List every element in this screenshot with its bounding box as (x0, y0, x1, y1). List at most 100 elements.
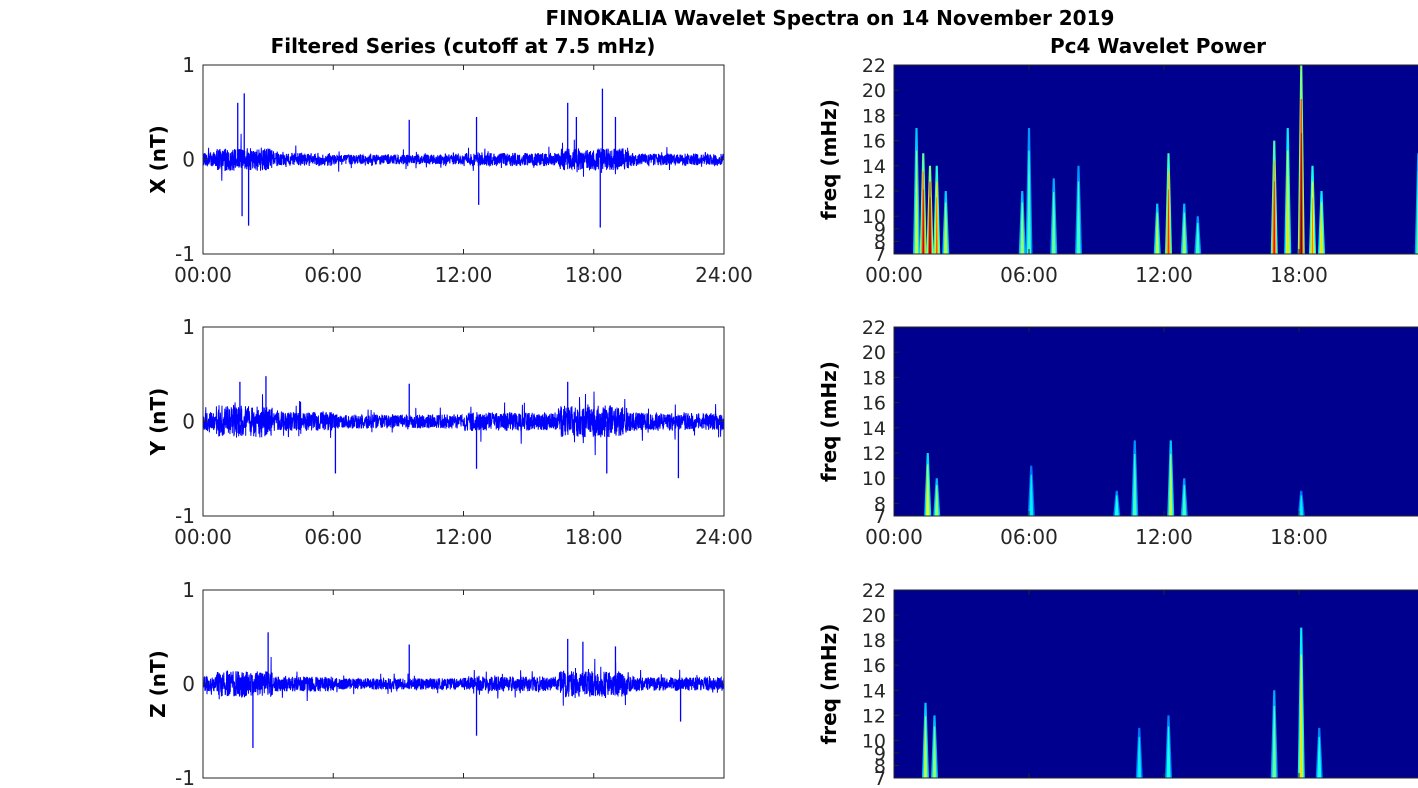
z-wavelet-power-streak (933, 737, 936, 778)
x-series-line (203, 133, 724, 181)
z-series-panel: -1 0 1 Z (nT) (146, 578, 725, 788)
y-x-tick-label: 00:00 (865, 525, 923, 549)
x-wavelet-power-streak (1286, 173, 1289, 254)
x-x-tick-label: 00:00 (865, 263, 923, 287)
x-x-tick-label: 18:00 (1270, 263, 1328, 287)
x-y-tick-label: 9 (874, 219, 886, 241)
y-y-tick-label: 7 (874, 506, 886, 528)
y-y-tick-label: 12 (862, 443, 886, 465)
x-series-panel: -1 0 1 00:00 06:00 12:00 18:00 24:00 X (nT) (146, 53, 753, 287)
y-wavelet-power-streak (1300, 499, 1303, 516)
y-series-panel: -1 0 1 00:00 06:00 12:00 18:00 24:00 Y (nT) (146, 315, 753, 549)
y-y-tick-label: 22 (862, 317, 886, 339)
y-wavelet-background (894, 327, 1418, 516)
x-y-tick-label: 1 (182, 53, 195, 77)
z-y-tick-label: 9 (874, 743, 886, 765)
x-wavelet-power-streak (1156, 221, 1159, 254)
y-wavelet-plot-area (894, 327, 1418, 516)
z-y-tick-label: -1 (175, 766, 195, 788)
left-column-title: Filtered Series (cutoff at 7.5 mHz) (271, 34, 656, 58)
y-x-tick-label: 06:00 (1000, 525, 1058, 549)
figure-title: FINOKALIA Wavelet Spectra on 14 November… (546, 6, 1115, 30)
x-wavelet-plot-area (894, 65, 1418, 254)
x-x-tick-label: 18:00 (565, 263, 623, 287)
z-series-line (203, 656, 724, 706)
x-wavelet-power-streak (1021, 213, 1024, 254)
z-wavelet-power-streak (1300, 681, 1303, 778)
z-y-tick-label: 14 (862, 680, 886, 702)
x-x-tick-label: 12:00 (1135, 263, 1193, 287)
z-y-tick-label: 0 (182, 672, 195, 696)
z-y-tick-label: 1 (182, 578, 195, 602)
y-y-tick-label: 20 (862, 342, 886, 364)
z-wavelet-background (894, 590, 1418, 778)
x-y-tick-label: 0 (182, 148, 195, 172)
x-y-tick-label: 12 (862, 181, 886, 203)
x-wavelet-power-streak (929, 197, 931, 254)
z-wavelet-power-streak (1138, 745, 1141, 778)
y-x-tick-label: 12:00 (1135, 525, 1193, 549)
x-wavelet-power-streak (1311, 197, 1314, 254)
x-x-tick-label: 12:00 (435, 263, 493, 287)
x-y-tick-label: 16 (862, 131, 886, 153)
x-wavelet-power-streak (1052, 205, 1055, 254)
z-y-tick-label: 20 (862, 605, 886, 627)
x-wavelet-power-streak (1320, 213, 1323, 254)
x-x-tick-label: 24:00 (695, 263, 753, 287)
x-y-tick-label: 14 (862, 156, 886, 178)
z-y-tick-label: 16 (862, 655, 886, 677)
x-wavelet-power-streak (922, 189, 925, 254)
x-wavelet-power-streak (1273, 181, 1276, 254)
x-wavelet-panel: 7891012141618202200:0006:0012:0018:0000f… (817, 55, 1418, 287)
y-y-tick-label: 14 (862, 418, 886, 440)
x-wavelet-y-axis-label: freq (mHz) (817, 99, 841, 220)
y-x-tick-label: 18:00 (1270, 525, 1328, 549)
x-wavelet-power-streak (944, 213, 947, 254)
x-series-y-axis-label: X (nT) (146, 125, 170, 194)
y-series-line (203, 391, 724, 456)
x-wavelet-power-streak (935, 197, 938, 254)
z-wavelet-power-streak (924, 729, 927, 778)
z-wavelet-power-streak (1273, 721, 1276, 778)
z-y-tick-label: 22 (862, 580, 886, 602)
y-y-tick-label: -1 (175, 504, 195, 528)
y-x-tick-label: 12:00 (435, 525, 493, 549)
y-y-tick-label: 16 (862, 393, 886, 415)
x-y-tick-label: -1 (175, 242, 195, 266)
z-series-y-axis-label: Z (nT) (146, 650, 170, 718)
y-wavelet-power-streak (1169, 467, 1172, 516)
x-wavelet-power-streak (1167, 189, 1170, 254)
x-wavelet-power-streak (1196, 229, 1199, 254)
x-x-tick-label: 06:00 (1000, 263, 1058, 287)
y-wavelet-power-streak (926, 475, 929, 516)
z-wavelet-y-axis-label: freq (mHz) (817, 624, 841, 745)
x-x-tick-label: 06:00 (304, 263, 362, 287)
x-wavelet-power-streak (1028, 173, 1030, 254)
x-y-tick-label: 18 (862, 105, 886, 127)
x-wavelet-power-streak (1183, 221, 1186, 254)
x-wavelet-power-streak (1077, 197, 1080, 254)
x-y-tick-label: 20 (862, 80, 886, 102)
z-series-plot-area (203, 590, 724, 778)
y-y-tick-label: 1 (182, 315, 195, 339)
y-wavelet-power-streak (935, 491, 938, 516)
y-wavelet-power-streak (1133, 467, 1136, 516)
x-x-tick-label: 00:00 (174, 263, 232, 287)
z-y-tick-label: 8 (874, 755, 886, 777)
y-y-tick-label: 18 (862, 367, 886, 389)
z-wavelet-power-streak (1318, 745, 1321, 778)
y-wavelet-panel: 781012141618202200:0006:0012:0018:0000fr… (817, 317, 1418, 549)
y-x-tick-label: 24:00 (695, 525, 753, 549)
y-y-tick-label: 0 (182, 410, 195, 434)
z-y-tick-label: 10 (862, 730, 886, 752)
z-wavelet-plot-area (894, 590, 1418, 778)
y-wavelet-power-streak (1030, 483, 1033, 516)
z-wavelet-power-streak (1167, 737, 1170, 778)
z-y-tick-label: 18 (862, 630, 886, 652)
y-x-tick-label: 06:00 (304, 525, 362, 549)
x-y-tick-label: 7 (874, 244, 886, 266)
y-y-tick-label: 10 (862, 468, 886, 490)
z-y-tick-label: 7 (874, 768, 886, 788)
